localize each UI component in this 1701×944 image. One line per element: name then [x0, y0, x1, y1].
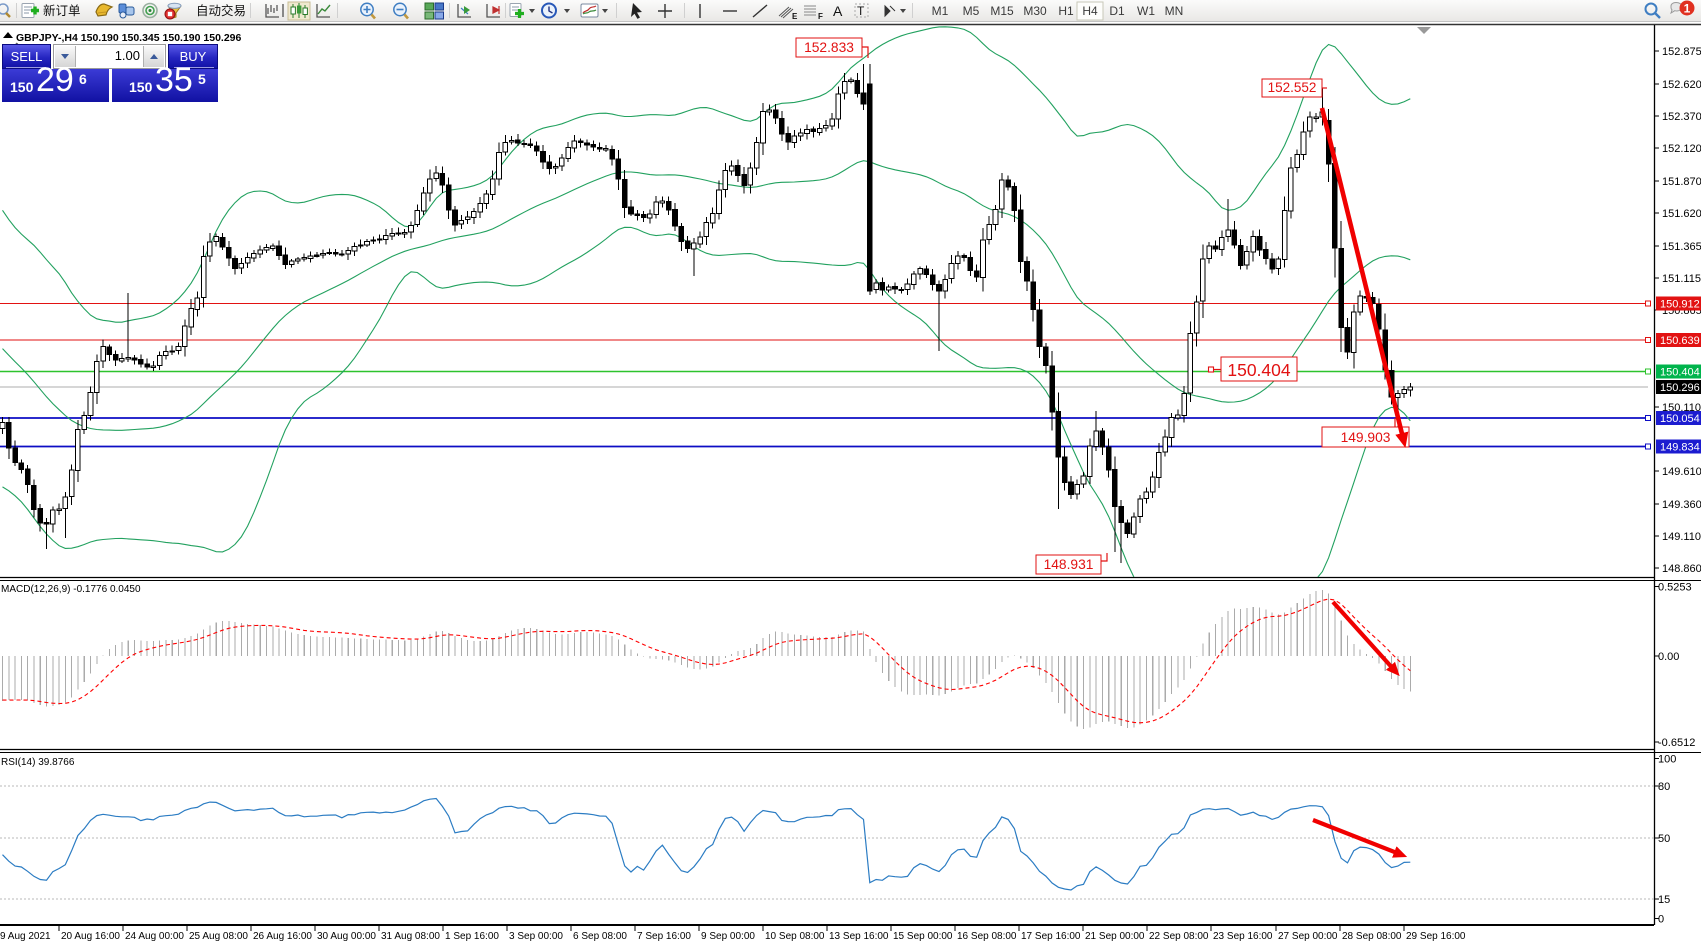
- svg-text:148.931: 148.931: [1044, 557, 1094, 572]
- svg-text:22 Sep 08:00: 22 Sep 08:00: [1149, 931, 1209, 942]
- svg-text:0.00: 0.00: [1658, 651, 1679, 663]
- svg-text:20 Aug 16:00: 20 Aug 16:00: [61, 931, 120, 942]
- svg-text:GBPJPY-,H4 150.190 150.345 15: GBPJPY-,H4 150.190 150.345 150.190 150.2…: [16, 32, 242, 44]
- svg-text:150.639: 150.639: [1660, 335, 1700, 347]
- svg-text:T: T: [857, 4, 865, 18]
- svg-text:13 Sep 16:00: 13 Sep 16:00: [829, 931, 889, 942]
- svg-text:1: 1: [1684, 2, 1691, 16]
- svg-text:-0.6512: -0.6512: [1658, 737, 1695, 749]
- svg-text:3 Sep 00:00: 3 Sep 00:00: [509, 931, 563, 942]
- svg-text:15 Sep 00:00: 15 Sep 00:00: [893, 931, 953, 942]
- svg-text:RSI(14) 39.8766: RSI(14) 39.8766: [1, 757, 75, 768]
- svg-text:E: E: [792, 12, 798, 21]
- svg-text:80: 80: [1658, 781, 1670, 793]
- svg-text:15: 15: [1658, 894, 1670, 906]
- svg-text:151.620: 151.620: [1662, 208, 1701, 220]
- svg-text:0: 0: [1658, 914, 1664, 926]
- svg-text:31 Aug 08:00: 31 Aug 08:00: [381, 931, 440, 942]
- svg-text:21 Sep 00:00: 21 Sep 00:00: [1085, 931, 1145, 942]
- svg-text:50: 50: [1658, 833, 1670, 845]
- svg-text:M30: M30: [1023, 4, 1047, 18]
- svg-text:149.903: 149.903: [1341, 430, 1391, 445]
- svg-text:26 Aug 16:00: 26 Aug 16:00: [253, 931, 312, 942]
- svg-text:W1: W1: [1137, 4, 1155, 18]
- svg-text:152.552: 152.552: [1268, 80, 1317, 95]
- svg-text:M1: M1: [932, 4, 949, 18]
- svg-text:6 Sep 08:00: 6 Sep 08:00: [573, 931, 627, 942]
- svg-text:28 Sep 08:00: 28 Sep 08:00: [1342, 931, 1402, 942]
- svg-text:0.5253: 0.5253: [1658, 582, 1692, 594]
- svg-text:F: F: [818, 12, 823, 21]
- svg-text:100: 100: [1658, 754, 1676, 766]
- svg-text:17 Sep 16:00: 17 Sep 16:00: [1021, 931, 1081, 942]
- svg-text:MN: MN: [1165, 4, 1184, 18]
- svg-text:149.610: 149.610: [1662, 466, 1701, 478]
- svg-text:30 Aug 00:00: 30 Aug 00:00: [317, 931, 376, 942]
- svg-text:7 Sep 16:00: 7 Sep 16:00: [637, 931, 691, 942]
- svg-text:150.296: 150.296: [1660, 382, 1700, 394]
- svg-text:25 Aug 08:00: 25 Aug 08:00: [189, 931, 248, 942]
- svg-text:10 Sep 08:00: 10 Sep 08:00: [765, 931, 825, 942]
- svg-text:A: A: [833, 3, 843, 19]
- svg-text:150.404: 150.404: [1227, 360, 1291, 380]
- svg-text:152.875: 152.875: [1662, 46, 1701, 58]
- svg-text:9 Sep 00:00: 9 Sep 00:00: [701, 931, 755, 942]
- svg-text:151.115: 151.115: [1662, 273, 1701, 285]
- svg-text:H1: H1: [1058, 4, 1074, 18]
- svg-text:D1: D1: [1109, 4, 1125, 18]
- svg-text:150.054: 150.054: [1660, 413, 1700, 425]
- svg-text:自动交易: 自动交易: [196, 3, 246, 18]
- svg-text:149.360: 149.360: [1662, 499, 1701, 511]
- svg-text:1 Sep 16:00: 1 Sep 16:00: [445, 931, 499, 942]
- svg-text:148.860: 148.860: [1662, 563, 1701, 575]
- svg-text:150.912: 150.912: [1660, 299, 1700, 311]
- svg-text:152.620: 152.620: [1662, 79, 1701, 91]
- svg-text:MACD(12,26,9) -0.1776 0.0450: MACD(12,26,9) -0.1776 0.0450: [1, 584, 141, 595]
- svg-text:27 Sep 00:00: 27 Sep 00:00: [1278, 931, 1338, 942]
- svg-text:9 Aug 2021: 9 Aug 2021: [0, 931, 51, 942]
- svg-text:150.404: 150.404: [1660, 367, 1700, 379]
- svg-text:H4: H4: [1082, 4, 1098, 18]
- svg-text:152.370: 152.370: [1662, 111, 1701, 123]
- svg-text:16 Sep 08:00: 16 Sep 08:00: [957, 931, 1017, 942]
- svg-text:新订单: 新订单: [43, 3, 81, 18]
- svg-text:29 Sep 16:00: 29 Sep 16:00: [1406, 931, 1466, 942]
- svg-text:M5: M5: [963, 4, 980, 18]
- svg-text:151.870: 151.870: [1662, 176, 1701, 188]
- svg-text:149.110: 149.110: [1662, 531, 1701, 543]
- svg-text:152.120: 152.120: [1662, 143, 1701, 155]
- svg-text:23 Sep 16:00: 23 Sep 16:00: [1213, 931, 1273, 942]
- svg-text:149.834: 149.834: [1660, 442, 1700, 454]
- svg-text:152.833: 152.833: [804, 40, 854, 55]
- svg-text:24 Aug 00:00: 24 Aug 00:00: [125, 931, 184, 942]
- svg-text:M15: M15: [990, 4, 1014, 18]
- svg-text:151.365: 151.365: [1662, 241, 1701, 253]
